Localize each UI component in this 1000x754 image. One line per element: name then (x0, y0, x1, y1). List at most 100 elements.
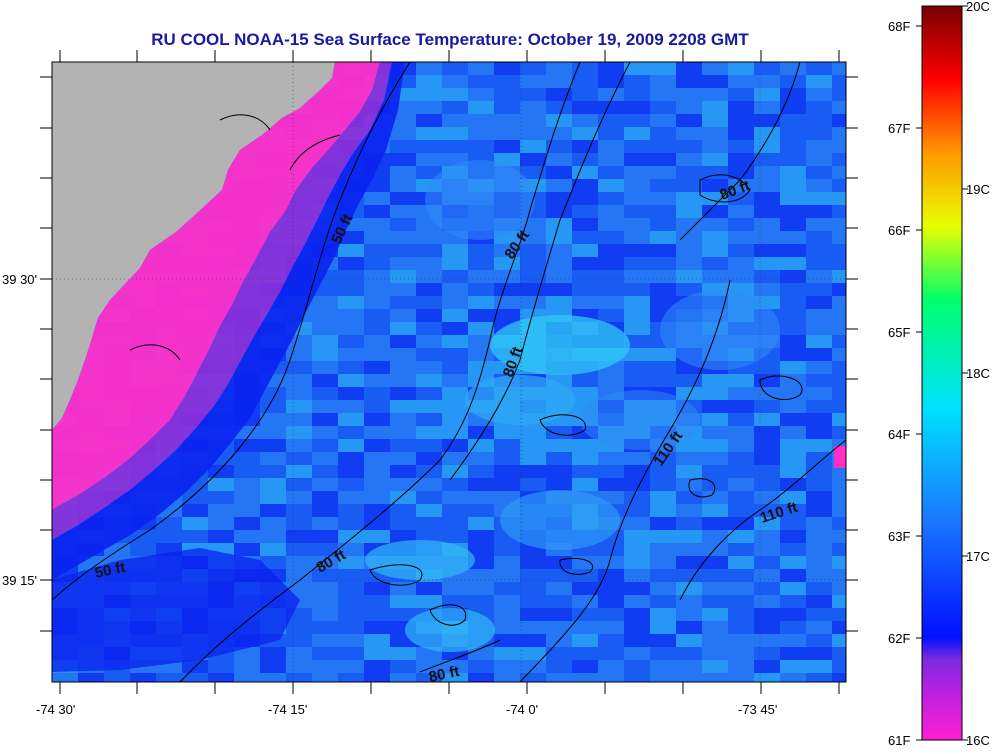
sst-cell (390, 491, 416, 504)
sst-cell (234, 660, 260, 673)
sst-cell (806, 283, 832, 296)
sst-cell (832, 309, 846, 322)
sst-cell (390, 309, 416, 322)
sst-cell (390, 153, 416, 166)
sst-cell (572, 231, 598, 244)
sst-cell (780, 439, 806, 452)
sst-cell (364, 413, 390, 426)
sst-cell (650, 62, 676, 75)
sst-cell (338, 270, 364, 283)
sst-cell (754, 634, 780, 647)
sst-cell (546, 283, 572, 296)
sst-cell (650, 673, 676, 682)
sst-cell (468, 543, 494, 556)
sst-cell (780, 101, 806, 114)
sst-cell (234, 543, 260, 556)
sst-cell (728, 413, 754, 426)
sst-cell (208, 478, 234, 491)
sst-cell (442, 257, 468, 270)
sst-cell (780, 556, 806, 569)
sst-cell (442, 660, 468, 673)
sst-cell (338, 634, 364, 647)
sst-cell (728, 101, 754, 114)
sst-cell (572, 192, 598, 205)
sst-cell (286, 439, 312, 452)
sst-cell (676, 75, 702, 88)
sst-cell (390, 413, 416, 426)
sst-cell (676, 179, 702, 192)
sst-cell (832, 374, 846, 387)
sst-cell (364, 582, 390, 595)
sst-cell (468, 348, 494, 361)
sst-cell (442, 75, 468, 88)
edge-warm-pixel (834, 446, 846, 468)
sst-cell (624, 543, 650, 556)
sst-cell (494, 153, 520, 166)
sst-cell (598, 465, 624, 478)
sst-cell (442, 309, 468, 322)
sst-cell (494, 491, 520, 504)
sst-cell (208, 465, 234, 478)
sst-cell (806, 192, 832, 205)
sst-cell (806, 62, 832, 75)
sst-cell (442, 374, 468, 387)
sst-cell (572, 582, 598, 595)
sst-cell (780, 491, 806, 504)
map-title: RU COOL NOAA-15 Sea Surface Temperature:… (151, 30, 749, 49)
sst-cell (676, 270, 702, 283)
sst-cell (156, 530, 182, 543)
sst-cell (832, 296, 846, 309)
sst-cell (598, 647, 624, 660)
sst-cell (702, 504, 728, 517)
sst-cell (598, 374, 624, 387)
sst-cell (650, 569, 676, 582)
sst-cell (442, 595, 468, 608)
sst-cell (364, 634, 390, 647)
sst-cell (832, 556, 846, 569)
sst-cell (390, 348, 416, 361)
sst-cell (390, 426, 416, 439)
sst-cell (338, 374, 364, 387)
sst-cell (832, 647, 846, 660)
sst-cell (806, 296, 832, 309)
sst-cell (728, 75, 754, 88)
sst-cell (546, 88, 572, 101)
sst-cell (234, 504, 260, 517)
sst-cell (754, 491, 780, 504)
sst-cell (494, 543, 520, 556)
purple-band (52, 62, 392, 540)
sst-cell (442, 491, 468, 504)
sst-cell (364, 348, 390, 361)
sst-cell (416, 270, 442, 283)
sst-cell (286, 387, 312, 400)
sst-cell (546, 426, 572, 439)
sst-cell (650, 634, 676, 647)
sst-cell (468, 322, 494, 335)
sst-cell (832, 205, 846, 218)
sst-cell (728, 660, 754, 673)
sst-cell (650, 283, 676, 296)
sst-cell (364, 257, 390, 270)
sst-cell (520, 465, 546, 478)
sst-cell (182, 530, 208, 543)
sst-cell (182, 491, 208, 504)
sst-cell (702, 205, 728, 218)
sst-cell (624, 257, 650, 270)
sst-cell (806, 556, 832, 569)
sst-cell (312, 595, 338, 608)
sst-cell (754, 140, 780, 153)
sst-cell (286, 556, 312, 569)
sst-cell (260, 660, 286, 673)
sst-cell (416, 452, 442, 465)
sst-cell (520, 88, 546, 101)
sst-cell (702, 517, 728, 530)
sst-cell (650, 478, 676, 491)
sst-cell (416, 361, 442, 374)
sst-cell (312, 387, 338, 400)
sst-cell (390, 673, 416, 682)
sst-cell (286, 621, 312, 634)
sst-cell (624, 673, 650, 682)
sst-cell (754, 439, 780, 452)
sst-cell (208, 504, 234, 517)
sst-cell (624, 101, 650, 114)
